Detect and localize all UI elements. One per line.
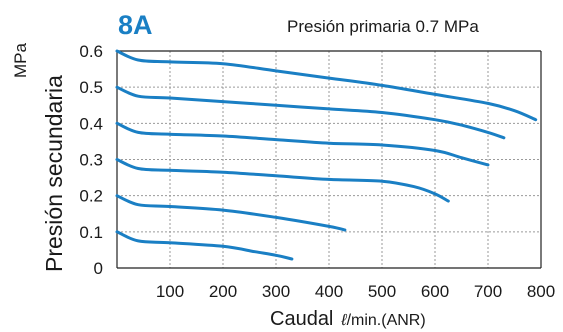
series-line-3 xyxy=(115,121,490,167)
y-tick-label: 0.3 xyxy=(79,151,103,170)
x-tick-label: 300 xyxy=(262,282,290,301)
series-line-4 xyxy=(115,158,450,203)
x-axis-unit-prefix: ℓ xyxy=(340,312,347,329)
x-tick-label: 200 xyxy=(209,282,237,301)
series-lines xyxy=(115,49,538,261)
chart-subtitle: Presión primaria 0.7 MPa xyxy=(287,17,479,36)
x-axis-label-main: Caudal xyxy=(270,308,333,330)
y-tick-label: 0.5 xyxy=(79,78,103,97)
y-tick-label: 0.6 xyxy=(79,42,103,61)
y-tick-label: 0 xyxy=(94,259,103,278)
x-tick-label: 400 xyxy=(315,282,343,301)
x-tick-label: 600 xyxy=(421,282,449,301)
y-tick-label: 0.1 xyxy=(79,223,103,242)
series-line-5 xyxy=(115,194,347,232)
y-tick-label: 0.2 xyxy=(79,187,103,206)
grid xyxy=(116,50,542,269)
y-axis-unit: MPa xyxy=(11,43,30,79)
x-axis-label: Caudal ℓ/min.(ANR) xyxy=(270,308,426,330)
chart-title: 8A xyxy=(118,10,153,40)
series-line-1 xyxy=(115,49,538,122)
x-tick-label: 500 xyxy=(368,282,396,301)
y-tick-label: 0.4 xyxy=(79,114,103,133)
x-tick-label: 700 xyxy=(474,282,502,301)
x-tick-label: 100 xyxy=(156,282,184,301)
tick-labels: 100 200 300 400 500 600 700 800 0 0.1 0.2 0.3 0.4 0.5… xyxy=(79,42,555,301)
x-tick-label: 800 xyxy=(527,282,555,301)
x-axis-unit: /min.(ANR) xyxy=(347,312,426,329)
series-line-6 xyxy=(115,230,294,261)
y-axis-label: Presión secundaria xyxy=(41,75,67,272)
series-line-2 xyxy=(115,85,506,140)
